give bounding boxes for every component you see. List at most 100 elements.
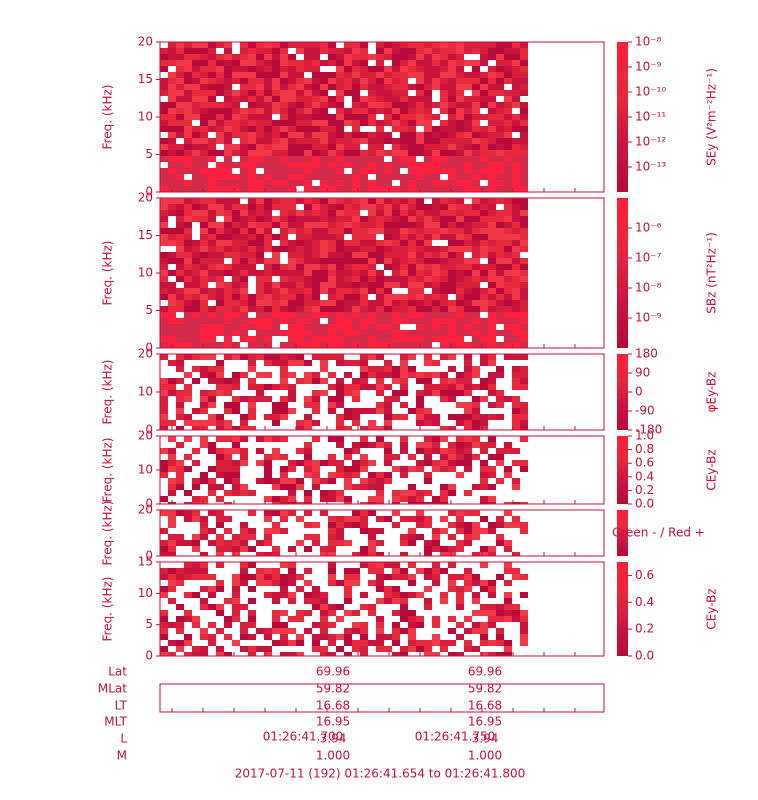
spectrogram-cell xyxy=(288,186,296,192)
spectrogram-cell xyxy=(240,646,248,652)
spectrogram-cell xyxy=(424,60,432,66)
spectrogram-cell xyxy=(248,162,256,168)
spectrogram-cell xyxy=(200,186,208,192)
spectrogram-cell xyxy=(336,96,344,102)
spectrogram-cell xyxy=(216,42,224,48)
spectrogram-cell xyxy=(496,210,504,216)
y-tick-label: 0 xyxy=(145,185,153,199)
spectrogram-cell xyxy=(232,126,240,132)
y-tick-label: 5 xyxy=(145,617,153,631)
spectrogram-cell xyxy=(496,288,504,294)
spectrogram-cell xyxy=(240,622,248,628)
spectrogram-cell xyxy=(272,528,280,534)
spectrogram-cell xyxy=(336,466,344,472)
spectrogram-cell xyxy=(448,546,456,552)
spectrogram-cell xyxy=(480,252,488,258)
spectrogram-cell xyxy=(504,240,512,246)
spectrogram-cell xyxy=(304,592,312,598)
spectrogram-cell xyxy=(488,102,496,108)
spectrogram-cell xyxy=(312,622,320,628)
spectrogram-cell xyxy=(368,484,376,490)
spectrogram-cell xyxy=(296,652,304,656)
spectrogram-cell xyxy=(512,522,520,528)
spectrogram-cell xyxy=(264,126,272,132)
spectrogram-cell xyxy=(352,48,360,54)
spectrogram-cell xyxy=(264,276,272,282)
spectrogram-cell xyxy=(352,132,360,138)
spectrogram-cell xyxy=(360,96,368,102)
spectrogram-cell xyxy=(192,216,200,222)
spectrogram-cell xyxy=(200,180,208,186)
spectrogram-cell xyxy=(272,306,280,312)
spectrogram-cell xyxy=(312,84,320,90)
spectrogram-cell xyxy=(432,384,440,390)
spectrogram-cell xyxy=(264,120,272,126)
spectrogram-cell xyxy=(376,640,384,646)
spectrogram-cell xyxy=(160,282,168,288)
spectrogram-cell xyxy=(360,510,368,516)
spectrogram-cell xyxy=(248,144,256,150)
spectrogram-cell xyxy=(320,96,328,102)
spectrogram-cell xyxy=(352,126,360,132)
spectrogram-cell xyxy=(480,228,488,234)
spectrogram-cell xyxy=(272,484,280,490)
spectrogram-cell xyxy=(168,54,176,60)
spectrogram-cell xyxy=(240,540,248,546)
spectrogram-cell xyxy=(424,330,432,336)
spectrogram-cell xyxy=(480,162,488,168)
spectrogram-cell xyxy=(336,342,344,348)
spectrogram-cell xyxy=(376,282,384,288)
spectrogram-cell xyxy=(232,132,240,138)
spectrogram-cell xyxy=(296,420,304,426)
spectrogram-cell xyxy=(256,300,264,306)
spectrogram-cell xyxy=(520,48,528,54)
spectrogram-cell xyxy=(472,48,480,54)
spectrogram-cell xyxy=(176,66,184,72)
spectrogram-cell xyxy=(176,472,184,478)
spectrogram-cell xyxy=(456,84,464,90)
spectrogram-cell xyxy=(344,586,352,592)
spectrogram-cell xyxy=(496,258,504,264)
spectrogram-cell xyxy=(200,324,208,330)
spectrogram-cell xyxy=(232,240,240,246)
spectrogram-cell xyxy=(192,264,200,270)
spectrogram-cell xyxy=(344,60,352,66)
spectrogram-cell xyxy=(208,222,216,228)
spectrogram-cell xyxy=(456,402,464,408)
spectrogram-cell xyxy=(264,478,272,484)
spectrogram-cell xyxy=(240,42,248,48)
spectrogram-cell xyxy=(448,42,456,48)
spectrogram-cell xyxy=(216,108,224,114)
spectrogram-cell xyxy=(352,288,360,294)
spectrogram-cell xyxy=(512,610,520,616)
spectrogram-cell xyxy=(312,390,320,396)
spectrogram-cell xyxy=(216,150,224,156)
spectrogram-cell xyxy=(400,72,408,78)
spectrogram-cell xyxy=(328,330,336,336)
spectrogram-cell xyxy=(192,102,200,108)
spectrogram-cell xyxy=(416,318,424,324)
spectrogram-cell xyxy=(320,634,328,640)
spectrogram-cell xyxy=(288,258,296,264)
spectrogram-cell xyxy=(456,378,464,384)
spectrogram-cell xyxy=(400,436,408,442)
spectrogram-cell xyxy=(360,552,368,556)
spectrogram-cell xyxy=(304,324,312,330)
spectrogram-cell xyxy=(272,234,280,240)
spectrogram-cell xyxy=(376,484,384,490)
spectrogram-cell xyxy=(376,288,384,294)
spectrogram-cell xyxy=(392,150,400,156)
spectrogram-cell xyxy=(432,372,440,378)
spectrogram-cell xyxy=(352,336,360,342)
ephemeris-value: 69.96 xyxy=(468,665,502,679)
spectrogram-cell xyxy=(336,534,344,540)
spectrogram-cell xyxy=(496,534,504,540)
spectrogram-cell xyxy=(344,574,352,580)
spectrogram-cell xyxy=(440,186,448,192)
spectrogram-cell xyxy=(272,592,280,598)
spectrogram-cell xyxy=(312,354,320,360)
spectrogram-cell xyxy=(208,540,216,546)
spectrogram-cell xyxy=(184,132,192,138)
spectrogram-cell xyxy=(272,90,280,96)
spectrogram-cell xyxy=(280,592,288,598)
